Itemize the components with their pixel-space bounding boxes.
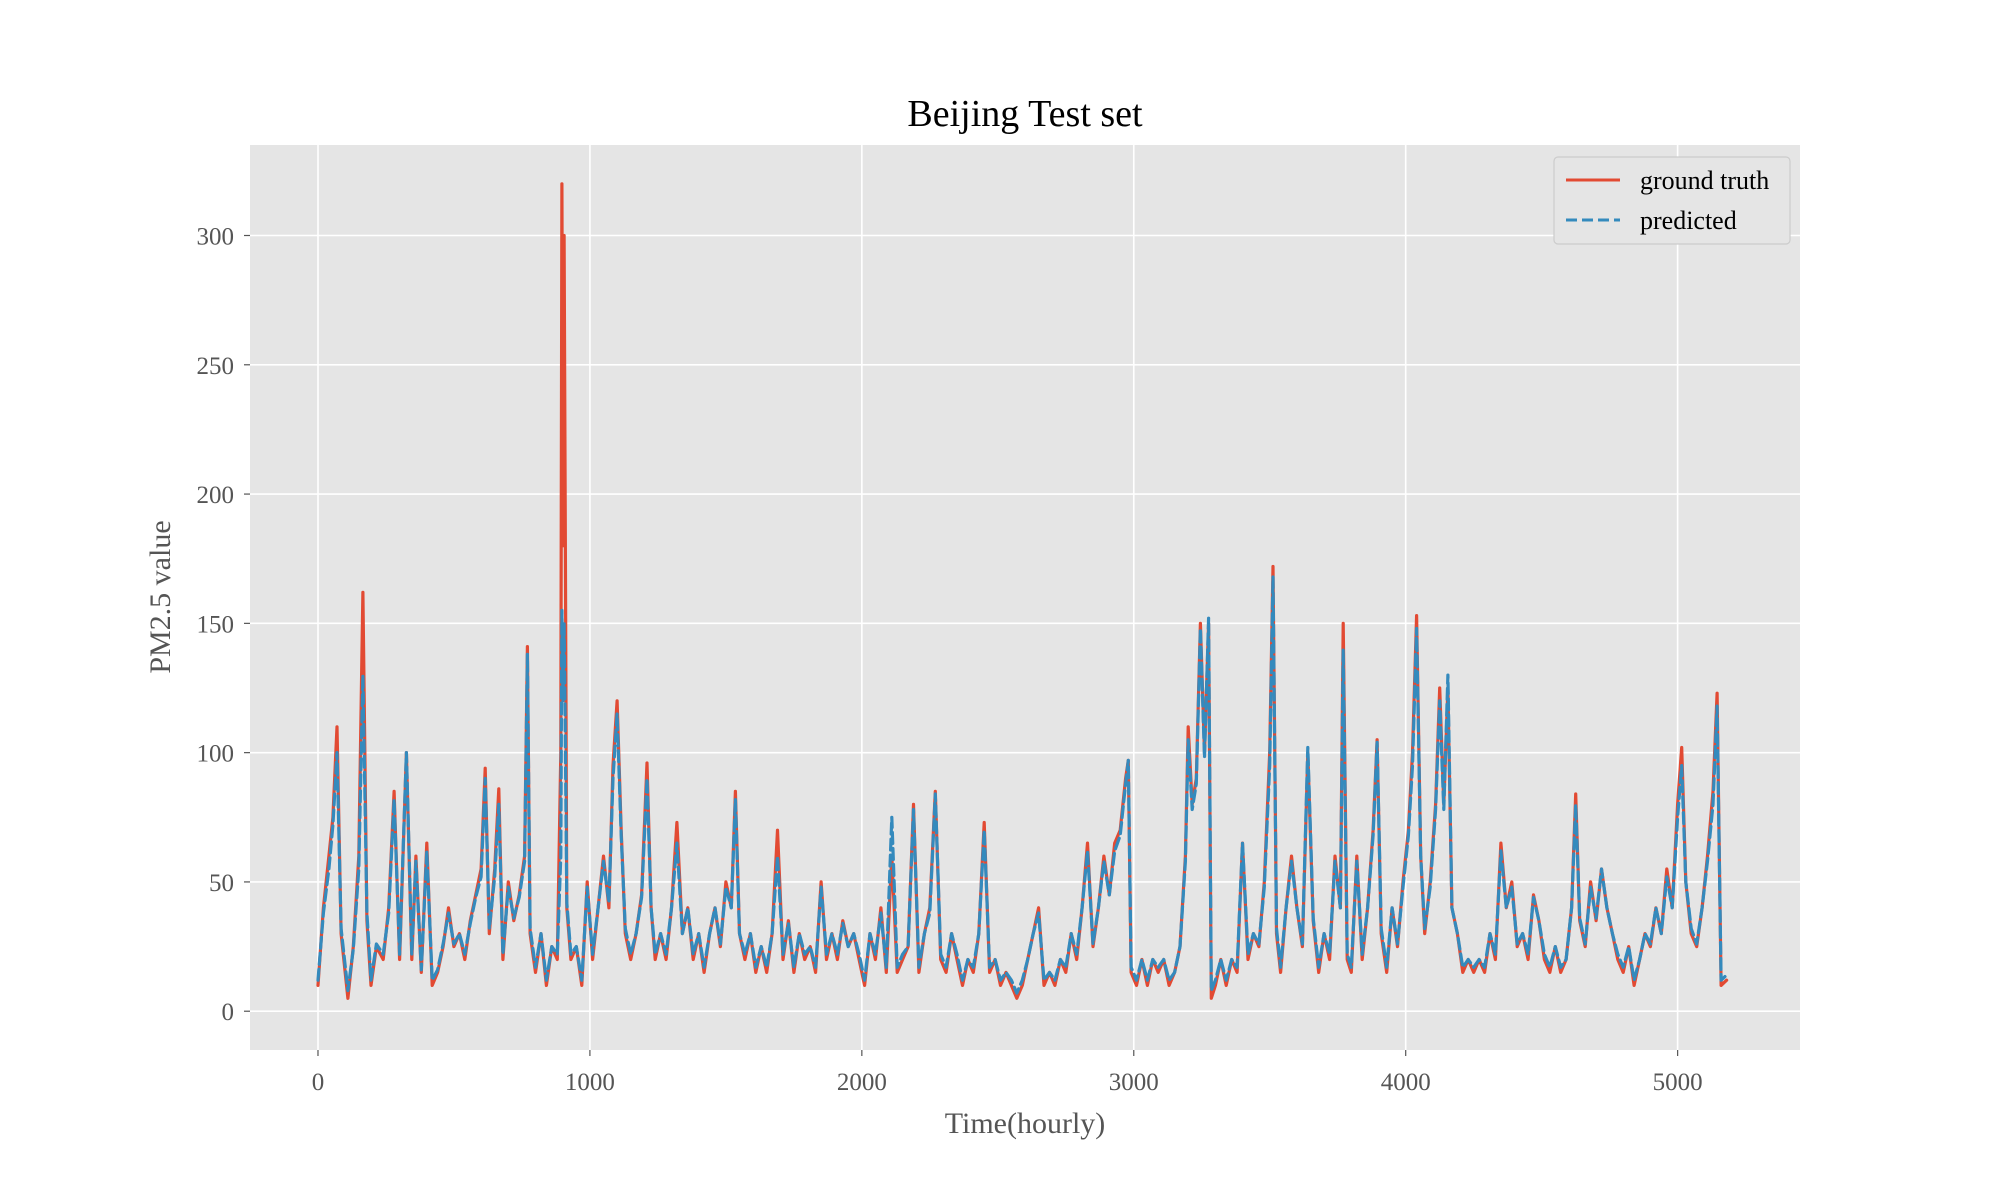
chart-title: Beijing Test set (907, 93, 1143, 135)
y-tick-label: 300 (197, 224, 235, 251)
plot-background (250, 145, 1800, 1050)
y-tick-label: 200 (197, 482, 235, 509)
series-line-predicted (316, 575, 1729, 995)
legend-label-predicted: predicted (1640, 206, 1737, 235)
x-tick-label: 5000 (1653, 1069, 1703, 1096)
y-tick-label: 150 (197, 611, 235, 638)
x-tick-label: 1000 (565, 1069, 615, 1096)
x-tick-label: 4000 (1381, 1069, 1431, 1096)
x-axis-label: Time(hourly) (945, 1107, 1106, 1140)
legend: ground truth predicted (1553, 156, 1791, 245)
series-layer (316, 182, 1729, 1000)
legend-label-ground-truth: ground truth (1640, 166, 1769, 195)
y-tick-label: 250 (197, 353, 235, 380)
y-tick-label: 100 (197, 741, 235, 768)
y-axis-label: PM2.5 value (144, 520, 177, 673)
y-tick-label: 0 (222, 999, 235, 1026)
x-tick-label: 2000 (837, 1069, 887, 1096)
y-tick-label: 50 (209, 870, 234, 897)
x-tick-label: 0 (312, 1069, 325, 1096)
tick-labels: 0 1000 2000 3000 4000 5000 0 50 100 150 200 250 300 (197, 224, 1703, 1097)
x-tick-label: 3000 (1109, 1069, 1159, 1096)
